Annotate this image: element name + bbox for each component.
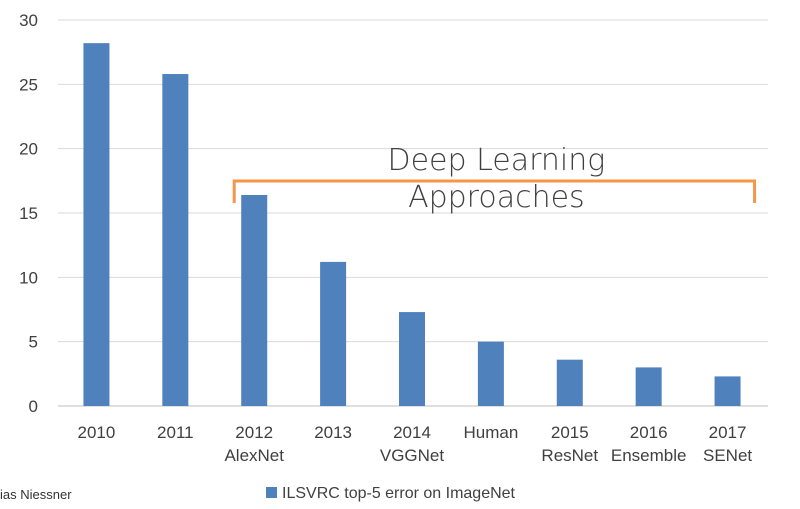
bar — [556, 359, 583, 406]
bar — [635, 367, 662, 406]
y-tick-label: 10 — [19, 268, 38, 287]
y-axis: 0 5 10 15 20 25 30 — [19, 11, 38, 416]
y-tick-label: 15 — [19, 204, 38, 223]
bar — [162, 74, 189, 406]
credit-text: ias Niessner — [0, 487, 72, 502]
x-tick-label: 2013 — [314, 423, 352, 442]
x-tick-label: SENet — [703, 446, 752, 465]
annotation-text: Approaches — [408, 180, 585, 215]
x-axis: 2010 2011 2012 AlexNet 2013 2014 VGGNet Human 20… — [78, 423, 753, 465]
legend-swatch — [266, 487, 277, 498]
bar — [714, 376, 741, 406]
y-tick-label: 20 — [19, 140, 38, 159]
legend-label: ILSVRC top-5 error on ImageNet — [282, 485, 516, 502]
y-tick-label: 0 — [29, 397, 38, 416]
x-tick-label: VGGNet — [380, 446, 445, 465]
x-tick-label: Ensemble — [611, 446, 687, 465]
x-tick-label: 2014 — [393, 423, 431, 442]
x-tick-label: 2015 — [551, 423, 589, 442]
x-tick-label: AlexNet — [224, 446, 284, 465]
x-tick-label: 2016 — [630, 423, 668, 442]
x-tick-label: 2011 — [157, 423, 194, 442]
bars — [83, 43, 741, 406]
x-tick-label: 2010 — [78, 423, 116, 442]
legend: ILSVRC top-5 error on ImageNet — [266, 485, 516, 502]
y-tick-label: 5 — [29, 333, 38, 352]
annotation-text: Deep Learning — [387, 143, 605, 178]
bar — [241, 194, 268, 406]
x-tick-label: Human — [463, 423, 518, 442]
y-tick-label: 30 — [19, 11, 38, 30]
bar — [83, 43, 110, 406]
x-tick-label: 2012 — [235, 423, 273, 442]
x-tick-label: ResNet — [541, 446, 598, 465]
y-tick-label: 25 — [19, 75, 38, 94]
bar — [399, 312, 425, 406]
x-tick-label: 2017 — [709, 423, 747, 442]
bar — [477, 341, 504, 406]
annotation-bracket — [232, 179, 757, 203]
bar — [320, 261, 347, 406]
